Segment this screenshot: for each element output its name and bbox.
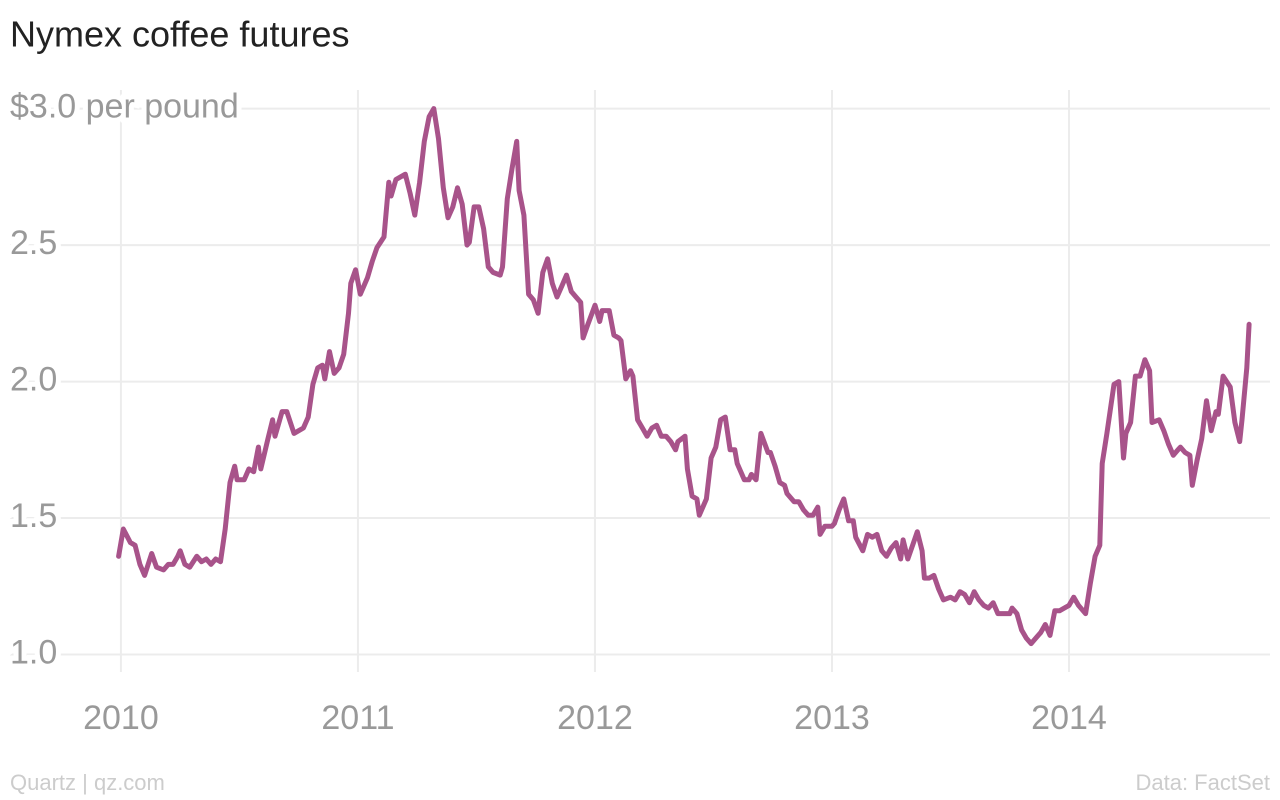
y-tick-label: 1.0 <box>10 634 57 672</box>
chart-title: Nymex coffee futures <box>10 14 350 55</box>
source-left: Quartz | qz.com <box>10 770 165 795</box>
source-right: Data: FactSet <box>1135 770 1270 795</box>
x-tick-label: 2012 <box>557 699 633 737</box>
y-tick-label: 2.0 <box>10 361 57 399</box>
y-tick-label: 2.5 <box>10 224 57 262</box>
y-tick-label: $3.0 per pound <box>10 88 239 126</box>
x-tick-label: 2011 <box>321 699 394 737</box>
line <box>116 106 1252 647</box>
x-tick-label: 2010 <box>83 699 159 737</box>
x-tick-label: 2013 <box>794 699 870 737</box>
y-tick-label: 1.5 <box>10 497 57 535</box>
x-tick-label: 2014 <box>1031 699 1107 737</box>
